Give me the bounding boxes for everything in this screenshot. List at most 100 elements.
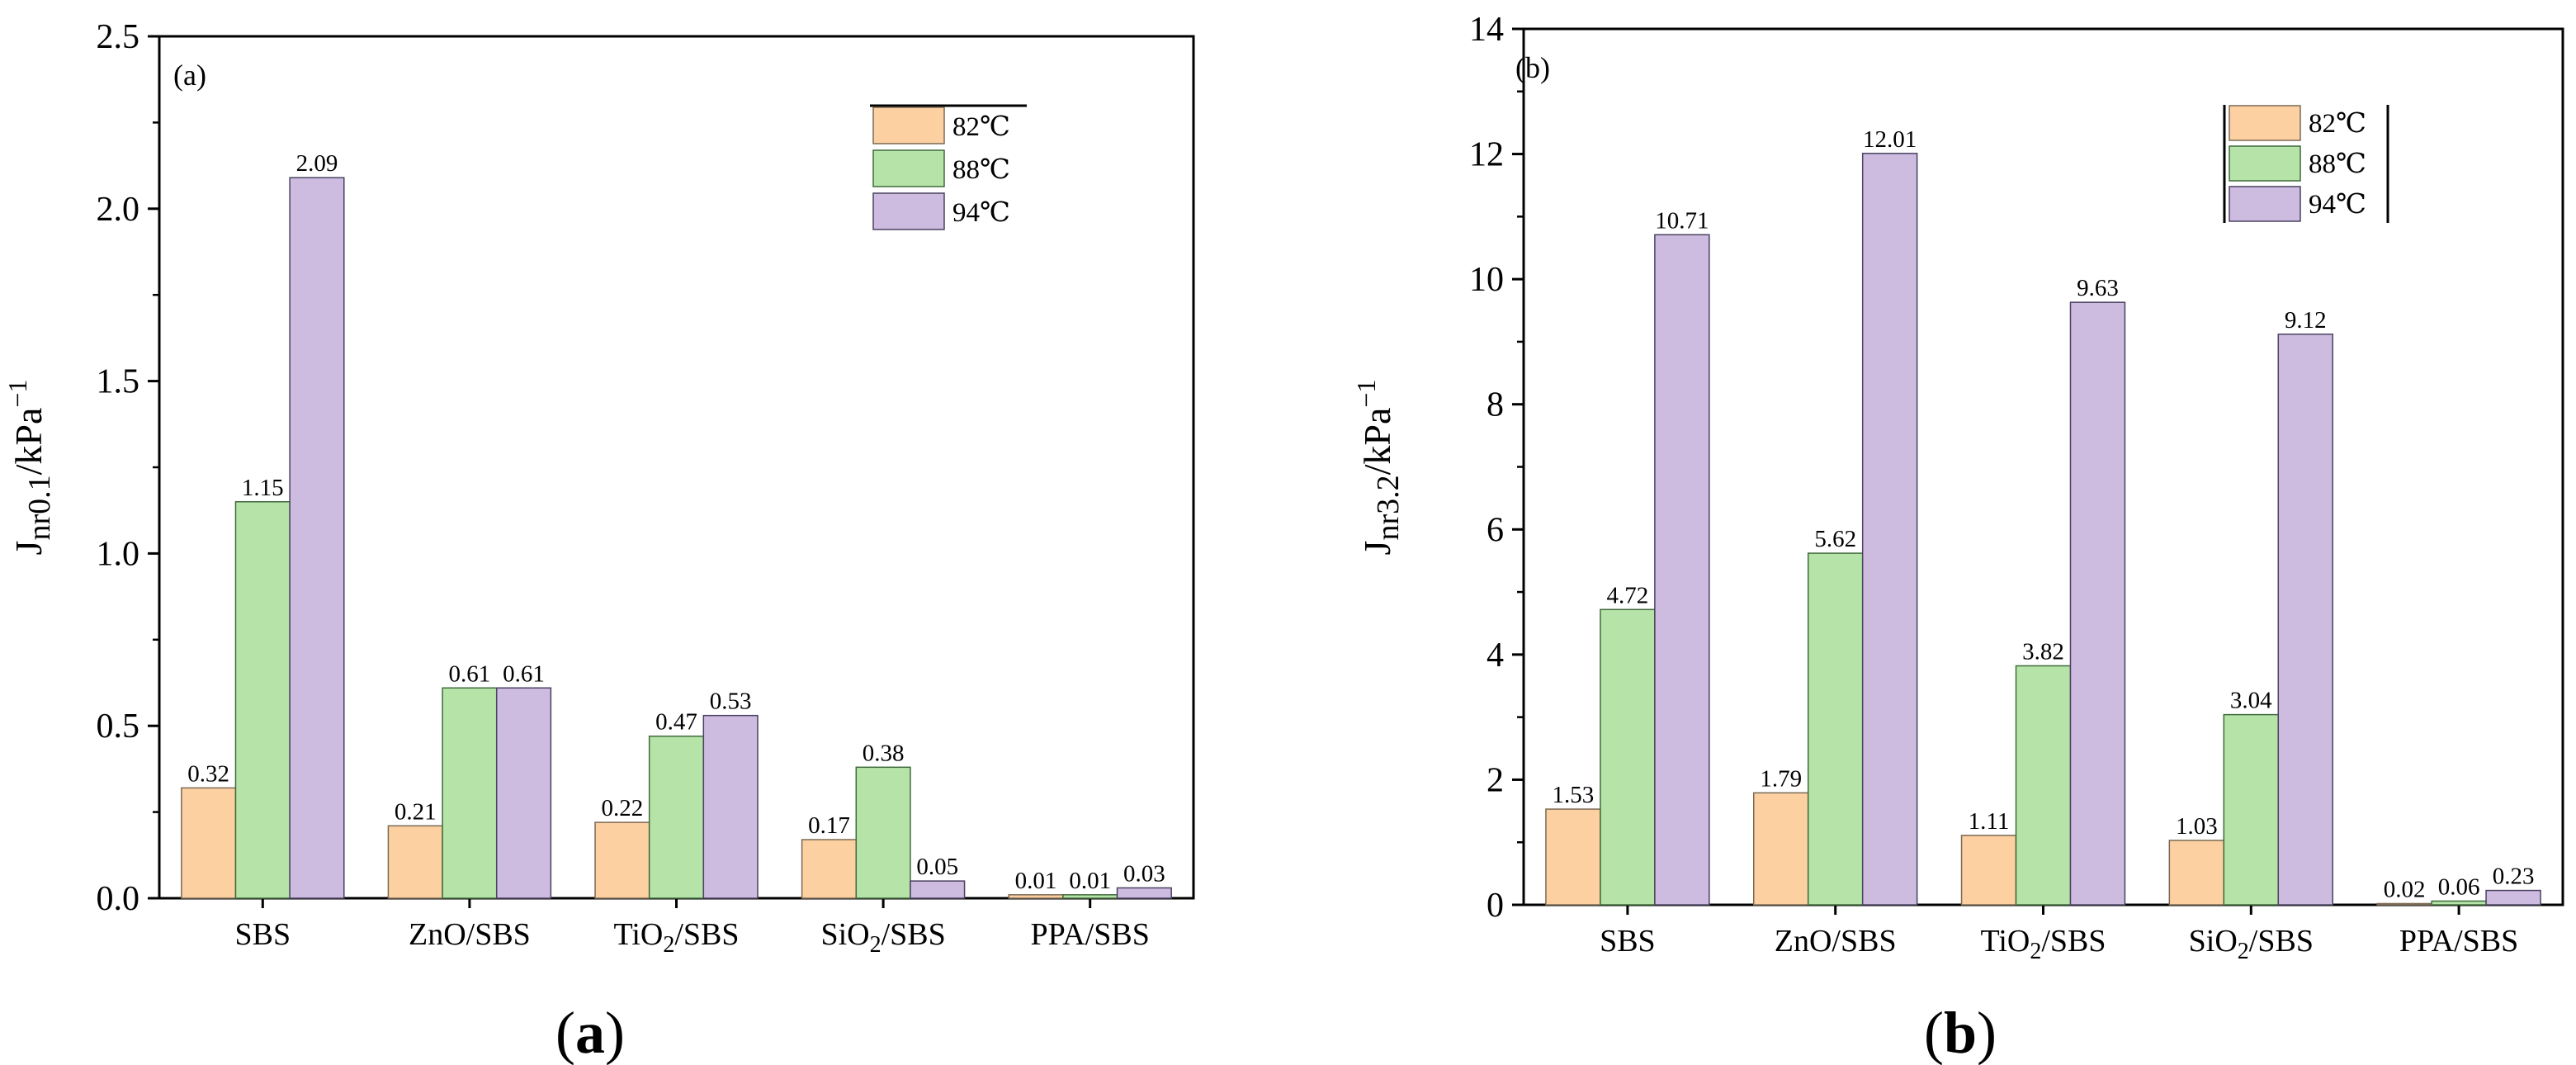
bar-value-label: 1.11 [1969, 808, 2010, 835]
panel-label: (b) [1515, 51, 1550, 84]
legend-label: 88℃ [2309, 149, 2366, 179]
y-tick-label: 6 [1487, 511, 1504, 549]
bar-value-label: 0.03 [1123, 860, 1165, 887]
legend: 82℃ 88℃ 94℃ [870, 104, 1027, 230]
bar-value-label: 9.63 [2077, 275, 2119, 301]
legend-swatch [2229, 186, 2301, 222]
bar-value-label: 0.05 [916, 854, 958, 880]
legend-label: 82℃ [2309, 109, 2366, 139]
bar-tio2-sbs-94c [702, 714, 759, 899]
bar-ppa-sbs-82c [2376, 902, 2432, 906]
bar-sbs-82c [181, 787, 237, 899]
bar-tio2-sbs-88c [2015, 665, 2072, 906]
y-tick-label: 0.5 [97, 708, 140, 746]
y-tick-label: 8 [1487, 386, 1504, 424]
bar-value-label: 0.23 [2493, 864, 2535, 890]
bar-tio2-sbs-82c [594, 821, 650, 899]
bar-value-label: 0.17 [808, 812, 850, 839]
legend-swatch [872, 106, 945, 144]
bar-value-label: 0.53 [710, 689, 752, 715]
y-tick-label: 0.0 [97, 880, 140, 918]
bar-tio2-sbs-94c [2069, 301, 2126, 906]
chart-b: 0 2 4 6 8 10 12 14 Jnr3.2/kPa−1 (b) 1.53 4.72 10.71 S… [1351, 11, 2564, 964]
bar-value-label: 0.38 [863, 740, 905, 766]
bar-value-label: 1.53 [1553, 782, 1595, 808]
caption-a: (a) [555, 1000, 625, 1065]
bar-value-label: 0.47 [655, 709, 697, 736]
x-category-label: SiO2/SBS [820, 917, 945, 958]
bar-value-label: 3.82 [2022, 638, 2064, 665]
bar-value-label: 0.02 [2384, 876, 2426, 902]
bar-sio2-sbs-82c [2168, 840, 2225, 906]
bar-value-label: 0.21 [395, 798, 437, 825]
bar-sbs-88c [234, 501, 291, 899]
bar-sio2-sbs-88c [2223, 713, 2280, 906]
bar-sio2-sbs-82c [801, 839, 858, 899]
bar-value-label: 5.62 [1814, 526, 1856, 552]
bar-value-label: 0.61 [503, 660, 545, 687]
legend-label: 94℃ [952, 198, 1010, 228]
legend-label: 82℃ [952, 112, 1010, 142]
bar-value-label: 0.61 [449, 660, 491, 687]
bar-ppa-sbs-88c [1062, 894, 1118, 899]
legend-label: 88℃ [952, 155, 1010, 185]
legend-swatch [2229, 145, 2301, 182]
bar-value-label: 0.06 [2438, 873, 2480, 900]
bar-sio2-sbs-88c [855, 766, 911, 899]
y-tick-label: 10 [1469, 261, 1504, 299]
legend-swatch [2229, 105, 2301, 141]
x-category-label: SBS [1600, 924, 1656, 958]
x-category-label: PPA/SBS [1030, 917, 1149, 952]
bar-value-label: 0.32 [187, 760, 229, 787]
x-category-label: SiO2/SBS [2189, 924, 2314, 964]
bar-value-label: 1.79 [1760, 765, 1802, 792]
x-category-label: ZnO/SBS [409, 917, 531, 952]
bar-value-label: 3.04 [2230, 688, 2272, 714]
bar-value-label: 2.09 [296, 150, 338, 177]
bar-value-label: 1.03 [2176, 813, 2218, 840]
bar-value-label: 10.71 [1655, 207, 1709, 234]
panel-label: (a) [173, 59, 206, 92]
bar-ppa-sbs-94c [1116, 887, 1172, 899]
legend-label: 94℃ [2309, 190, 2366, 220]
bar-zno-sbs-94c [495, 687, 552, 899]
bar-tio2-sbs-88c [648, 735, 705, 899]
caption-b: (b) [1924, 1000, 1997, 1065]
legend-swatch [872, 149, 945, 187]
bar-ppa-sbs-82c [1008, 894, 1064, 899]
bar-value-label: 0.01 [1069, 868, 1111, 894]
bar-zno-sbs-94c [1861, 153, 1918, 906]
bar-zno-sbs-82c [1752, 792, 1809, 906]
bar-tio2-sbs-82c [1960, 835, 2017, 906]
bar-zno-sbs-82c [387, 825, 443, 899]
x-category-label: ZnO/SBS [1775, 924, 1897, 958]
bar-sbs-88c [1600, 608, 1656, 906]
y-tick-label: 1.0 [97, 535, 140, 573]
bar-sbs-94c [289, 177, 345, 899]
chart-a: 0.0 0.5 1.0 1.5 2.0 2.5 Jnr0.1/kPa−1 (a) 0.32 1.1… [2, 18, 1195, 958]
y-tick-label: 1.5 [97, 363, 140, 401]
y-tick-label: 14 [1469, 11, 1504, 49]
x-category-label: TiO2/SBS [613, 917, 739, 958]
bar-value-label: 4.72 [1607, 582, 1649, 608]
y-tick-label: 2 [1487, 761, 1504, 799]
bar-value-label: 12.01 [1863, 126, 1917, 153]
y-axis-label: Jnr3.2/kPa−1 [1351, 380, 1406, 556]
x-category-label: SBS [234, 917, 291, 952]
bar-sbs-94c [1654, 234, 1710, 906]
bar-sio2-sbs-94c [910, 880, 966, 899]
bar-value-label: 9.12 [2285, 307, 2327, 334]
y-tick-label: 2.0 [97, 191, 140, 229]
legend: 82℃ 88℃ 94℃ [2223, 105, 2389, 223]
y-tick-label: 2.5 [97, 18, 140, 56]
y-tick-label: 4 [1487, 637, 1504, 674]
bar-ppa-sbs-94c [2485, 889, 2541, 906]
bar-value-label: 1.15 [242, 475, 284, 501]
y-axis-label: Jnr0.1/kPa−1 [2, 380, 57, 556]
legend-swatch [872, 192, 945, 230]
bar-zno-sbs-88c [1807, 552, 1864, 906]
bar-zno-sbs-88c [442, 687, 498, 899]
bar-value-label: 0.01 [1015, 868, 1057, 894]
bar-value-label: 0.22 [601, 795, 643, 821]
bar-sbs-82c [1545, 808, 1601, 906]
